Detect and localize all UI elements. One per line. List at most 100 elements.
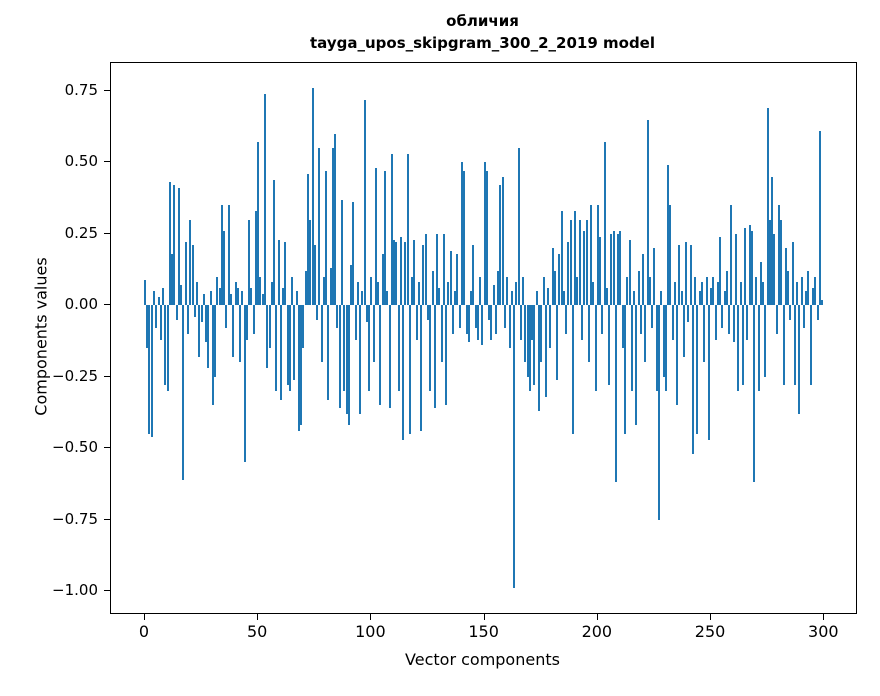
y-tick-label: −0.75: [52, 509, 98, 528]
bar: [750, 231, 753, 306]
bar: [626, 276, 629, 306]
bar: [295, 291, 298, 306]
bar: [318, 148, 321, 306]
bar: [413, 239, 416, 306]
bar: [180, 285, 183, 306]
bar: [374, 168, 377, 306]
bar: [651, 305, 654, 329]
bar: [621, 305, 624, 349]
bar: [363, 99, 366, 306]
bar: [744, 228, 747, 306]
bar: [209, 291, 212, 306]
bar: [164, 305, 167, 386]
bar: [388, 305, 391, 409]
bar: [771, 176, 774, 306]
bar: [748, 225, 751, 306]
bar: [585, 219, 588, 306]
bar: [809, 305, 812, 386]
bar: [243, 305, 246, 463]
bar: [707, 305, 710, 440]
bar: [619, 231, 622, 306]
bar: [173, 185, 176, 306]
bar: [270, 282, 273, 306]
bar: [307, 173, 309, 306]
bar: [553, 271, 556, 306]
bar: [793, 305, 796, 386]
bar: [644, 305, 647, 363]
bar: [184, 242, 187, 306]
y-tick-mark: [104, 518, 110, 520]
bar: [415, 305, 418, 340]
bar: [716, 282, 719, 306]
bar: [544, 305, 547, 397]
bar: [483, 162, 486, 306]
bar: [479, 276, 482, 306]
bar: [311, 88, 314, 306]
bar: [429, 305, 432, 391]
bar: [811, 288, 814, 306]
bar: [345, 305, 348, 414]
bar: [220, 205, 223, 306]
bar: [757, 305, 760, 391]
bar: [504, 305, 506, 329]
bar: [245, 305, 248, 340]
bar: [662, 305, 665, 377]
bar: [805, 291, 808, 306]
bar: [497, 271, 500, 306]
x-tick-mark: [823, 614, 825, 620]
bar: [399, 236, 402, 306]
bar: [612, 231, 615, 306]
bar: [202, 293, 205, 306]
bar: [535, 291, 538, 306]
x-tick-mark: [370, 614, 372, 620]
chart-title: обличия: [446, 12, 519, 30]
bar: [309, 219, 312, 306]
bar: [175, 305, 178, 320]
bar: [470, 291, 473, 306]
y-tick-label: 0.25: [64, 223, 98, 242]
bar: [277, 239, 280, 306]
bar: [383, 171, 386, 306]
bar: [322, 276, 325, 306]
bar: [381, 253, 384, 306]
bar: [350, 265, 353, 306]
bar: [485, 171, 488, 306]
x-tick-label: 300: [808, 622, 839, 641]
bar: [331, 148, 334, 306]
bar: [266, 305, 269, 369]
y-tick-label: 0.50: [64, 152, 98, 171]
x-tick-label: 200: [581, 622, 613, 641]
bar: [655, 305, 658, 391]
bar: [490, 305, 493, 340]
bar: [603, 142, 606, 306]
bar: [368, 305, 371, 391]
bar: [284, 242, 287, 306]
bar: [223, 231, 226, 306]
bar: [458, 305, 461, 329]
bar: [787, 271, 790, 306]
bar: [329, 268, 332, 306]
bar: [216, 276, 219, 306]
bar: [427, 305, 430, 320]
chart-title-block: обличия tayga_upos_skipgram_300_2_2019 m…: [110, 10, 855, 54]
bar: [143, 279, 146, 306]
bar: [605, 288, 608, 306]
bar: [465, 305, 468, 334]
bar: [239, 305, 242, 363]
bar: [642, 253, 645, 306]
bar: [691, 305, 694, 454]
y-tick-mark: [104, 161, 110, 163]
bar: [660, 291, 663, 306]
bar: [515, 282, 518, 306]
bar: [755, 276, 758, 306]
bar: [286, 305, 289, 386]
bar: [732, 305, 735, 343]
bar: [696, 305, 699, 434]
bar: [653, 248, 656, 306]
bar: [624, 305, 627, 434]
bar: [547, 288, 550, 306]
bar: [393, 239, 396, 306]
bar: [728, 305, 731, 334]
bar: [737, 305, 740, 391]
bar: [590, 205, 593, 306]
